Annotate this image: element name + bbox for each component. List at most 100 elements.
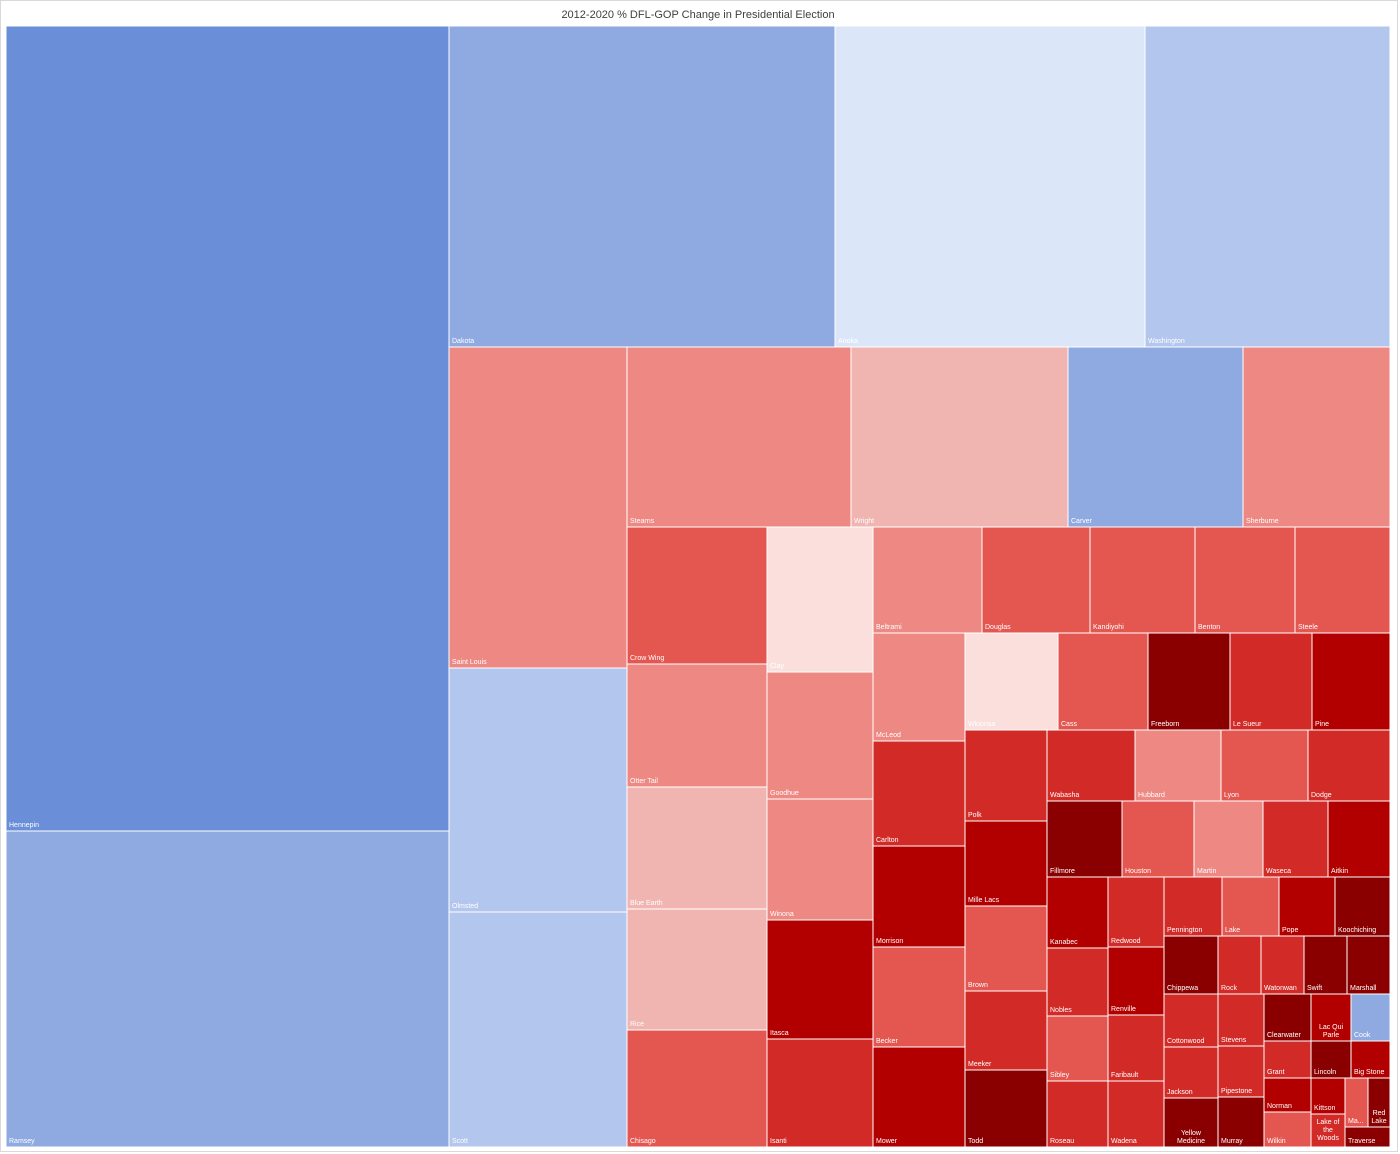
tile-rect-hubbard: [1134, 729, 1222, 802]
tile-label-rock: Rock: [1221, 985, 1237, 992]
tile-fillmore: Fillmore: [1046, 800, 1123, 878]
tile-label-traverse: Traverse: [1348, 1138, 1375, 1145]
tile-label-lyon: Lyon: [1224, 792, 1239, 799]
tile-rect-ramsey: [5, 830, 450, 1148]
tile-label-aitkin: Aitkin: [1331, 868, 1348, 875]
tile-label-norman: Norman: [1267, 1103, 1292, 1110]
tile-label-dakota: Dakota: [452, 338, 474, 345]
tile-rect-cook: [1350, 993, 1391, 1042]
tile-winonsa: Winonsa: [964, 632, 1059, 731]
tile-rect-goodhue: [766, 671, 874, 800]
tile-rect-saint-louis: [448, 346, 628, 669]
tile-rect-pennington: [1163, 876, 1223, 937]
tile-aitkin: Aitkin: [1327, 800, 1391, 878]
tile-hubbard: Hubbard: [1134, 729, 1222, 802]
tile-label-wabasha: Wabasha: [1050, 792, 1079, 799]
tile-label-wadena: Wadena: [1111, 1138, 1137, 1145]
tile-label-ramsey: Ramsey: [9, 1138, 35, 1145]
tile-label-watonwan: Watonwan: [1264, 985, 1297, 992]
tile-rect-hennepin: [5, 25, 450, 832]
tile-steele: Steele: [1294, 526, 1391, 634]
tile-rect-jackson: [1163, 1046, 1219, 1099]
tile-label-martin: Martin: [1197, 868, 1217, 875]
tile-rect-beltrami: [872, 526, 983, 634]
tile-label-mcleod: McLeod: [876, 732, 901, 739]
tile-label-nobles: Nobles: [1050, 1007, 1072, 1014]
tile-rect-dakota: [448, 25, 836, 348]
tile-rect-otter-tail: [626, 663, 768, 788]
tile-wright: Wright: [850, 346, 1069, 528]
tile-mower: Mower: [872, 1046, 966, 1148]
tile-label-renville: Renville: [1111, 1006, 1136, 1013]
tile-label-benton: Benton: [1198, 624, 1220, 631]
tile-polk: Polk: [964, 729, 1048, 822]
tile-label-marshall: Marshall: [1350, 985, 1377, 992]
tile-rect-rock: [1217, 935, 1262, 995]
tile-big-stone: Big Stone: [1350, 1040, 1391, 1079]
tile-label-polk: Polk: [968, 812, 982, 819]
tile-label-freeborn: Freeborn: [1151, 721, 1180, 728]
tile-todd: Todd: [964, 1069, 1048, 1148]
tile-rect-dodge: [1307, 729, 1391, 802]
tile-becker: Becker: [872, 946, 966, 1048]
tile-label-chisago: Chisago: [630, 1138, 656, 1145]
tile-beltrami: Beltrami: [872, 526, 983, 634]
tile-pennington: Pennington: [1163, 876, 1223, 937]
tile-faribault: Faribault: [1107, 1014, 1165, 1082]
tile-rect-swift: [1303, 935, 1348, 995]
tile-label-goodhue: Goodhue: [770, 790, 799, 797]
tile-rect-stevens: [1217, 993, 1265, 1047]
tile-label-kanabec: Kanabec: [1050, 939, 1078, 946]
tile-pine: Pine: [1311, 632, 1391, 731]
tile-label-stevens: Stevens: [1221, 1037, 1247, 1044]
tile-murray: Murray: [1217, 1096, 1265, 1148]
tile-morrison: Morrison: [872, 845, 966, 948]
tile-rect-winona: [766, 798, 874, 921]
tile-rect-kanabec: [1046, 876, 1109, 949]
tile-label-douglas: Douglas: [985, 624, 1011, 631]
tile-rect-morrison: [872, 845, 966, 948]
tile-label-grant: Grant: [1267, 1069, 1285, 1076]
tile-koochiching: Koochiching: [1334, 876, 1391, 937]
tile-rect-sherburne: [1242, 346, 1391, 528]
tile-label-sherburne: Sherburne: [1246, 518, 1279, 525]
chart-title: 2012-2020 % DFL-GOP Change in Presidenti…: [561, 9, 835, 21]
tile-lincoln: Lincoln: [1310, 1040, 1352, 1079]
tile-label-carver: Carver: [1071, 518, 1093, 525]
tile-rect-cottonwood: [1163, 993, 1219, 1048]
tile-redwood: Redwood: [1107, 876, 1165, 948]
tile-label-scott: Scott: [452, 1138, 468, 1145]
tile-rect-roseau: [1046, 1080, 1109, 1148]
tile-goodhue: Goodhue: [766, 671, 874, 800]
tile-lac-qui-parle: Lac Qui Parle: [1310, 993, 1352, 1042]
tile-label-morrison: Morrison: [876, 938, 903, 945]
tile-rect-clay: [766, 526, 874, 673]
tile-rect-todd: [964, 1069, 1048, 1148]
tile-lake: Lake: [1221, 876, 1280, 937]
tile-label-waseca: Waseca: [1266, 868, 1291, 875]
tile-dakota: Dakota: [448, 25, 836, 348]
tile-rect-aitkin: [1327, 800, 1391, 878]
tile-yellow-medicine: Yellow Medicine: [1163, 1097, 1219, 1148]
tile-label-todd: Todd: [968, 1138, 983, 1145]
tile-otter-tail: Otter Tail: [626, 663, 768, 788]
tile-kittson: Kittson: [1310, 1077, 1346, 1115]
tile-label-clearwater: Clearwater: [1267, 1032, 1302, 1039]
tile-rect-douglas: [981, 526, 1091, 634]
tile-label-blue-earth: Blue Earth: [630, 900, 663, 907]
tile-rect-marshall: [1346, 935, 1391, 995]
tile-rect-chippewa: [1163, 935, 1219, 995]
tile-roseau: Roseau: [1046, 1080, 1109, 1148]
tile-wilkin: Wilkin: [1263, 1111, 1312, 1148]
tile-benton: Benton: [1194, 526, 1296, 634]
tile-renville: Renville: [1107, 946, 1165, 1016]
tile-rect-winonsa: [964, 632, 1059, 731]
tile-label-yellow-medicine: Yellow Medicine: [1177, 1130, 1205, 1145]
tile-rect-wadena: [1107, 1080, 1165, 1148]
tile-rect-crow-wing: [626, 526, 768, 665]
tile-rect-pipestone: [1217, 1045, 1265, 1098]
tile-rect-olmsted: [448, 667, 628, 913]
tile-label-winona: Winona: [770, 911, 794, 918]
tile-label-lake: Lake: [1225, 927, 1240, 934]
